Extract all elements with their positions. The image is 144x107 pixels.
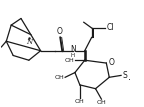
Text: Cl: Cl <box>106 23 114 32</box>
Text: O: O <box>56 27 62 36</box>
Text: O: O <box>108 58 114 67</box>
Text: N: N <box>26 38 32 46</box>
Text: S: S <box>122 71 127 80</box>
Text: OH: OH <box>96 100 106 105</box>
Text: .: . <box>128 72 131 82</box>
Text: OH: OH <box>64 58 74 63</box>
Text: OH: OH <box>54 75 64 80</box>
Text: OH: OH <box>75 99 85 104</box>
Text: H: H <box>71 53 75 58</box>
Text: N: N <box>70 45 76 54</box>
